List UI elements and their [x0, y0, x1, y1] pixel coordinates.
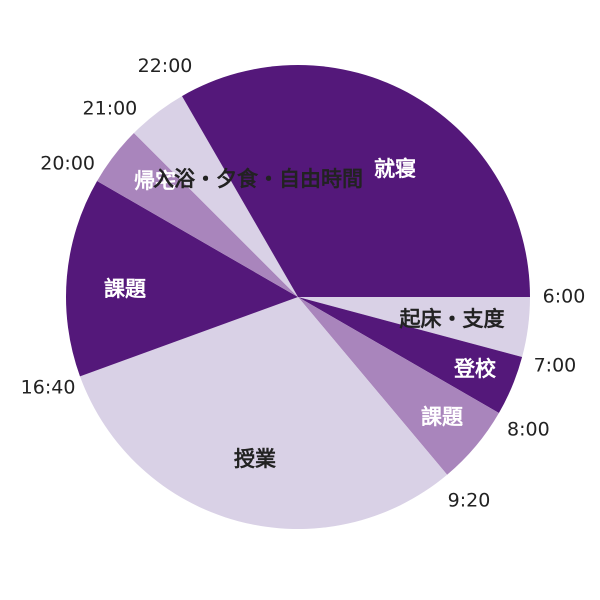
- pie-slice: [133, 96, 298, 297]
- pie-slice: [79, 297, 448, 529]
- time-label: 22:00: [138, 55, 193, 77]
- slice-label: 授業: [234, 447, 277, 471]
- pie-slice: [298, 297, 499, 475]
- slice-label: 登校: [453, 357, 497, 381]
- pie-slice: [298, 297, 530, 358]
- pie-slice: [182, 65, 530, 298]
- slice-label: 帰宅: [134, 169, 176, 193]
- pie-slice: [65, 181, 298, 377]
- slice-label: 起床・支度: [399, 307, 505, 331]
- time-label: 16:40: [21, 376, 76, 398]
- time-label: 7:00: [534, 354, 577, 376]
- slice-label: 課題: [104, 277, 147, 301]
- time-label: 6:00: [543, 286, 586, 308]
- slice-label: 入浴・夕食・自由時間: [153, 167, 363, 191]
- pie-slice: [97, 132, 298, 297]
- time-label: 9:20: [448, 489, 491, 511]
- time-label: 21:00: [83, 97, 138, 119]
- slice-label: 課題: [421, 405, 464, 429]
- time-label: 8:00: [507, 419, 550, 441]
- slice-label: 就寝: [374, 157, 416, 181]
- pie-slice: [298, 297, 523, 413]
- time-label: 20:00: [40, 153, 95, 175]
